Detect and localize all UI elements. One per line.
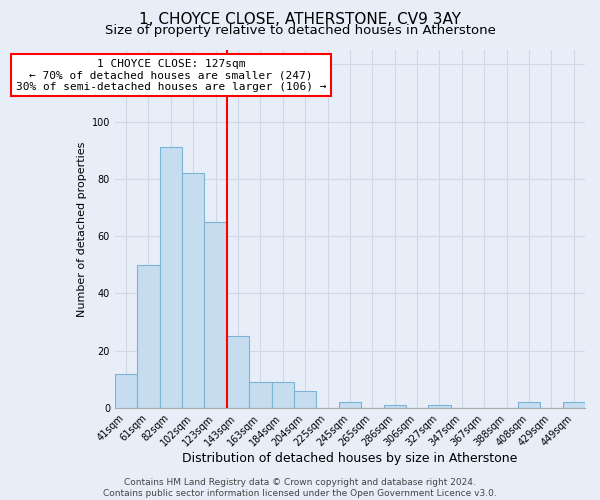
- Text: Contains HM Land Registry data © Crown copyright and database right 2024.
Contai: Contains HM Land Registry data © Crown c…: [103, 478, 497, 498]
- X-axis label: Distribution of detached houses by size in Atherstone: Distribution of detached houses by size …: [182, 452, 518, 465]
- Bar: [563, 402, 585, 408]
- Bar: [518, 402, 540, 408]
- Bar: [249, 382, 272, 408]
- Bar: [115, 374, 137, 408]
- Y-axis label: Number of detached properties: Number of detached properties: [77, 142, 88, 316]
- Text: 1, CHOYCE CLOSE, ATHERSTONE, CV9 3AY: 1, CHOYCE CLOSE, ATHERSTONE, CV9 3AY: [139, 12, 461, 28]
- Bar: [428, 405, 451, 408]
- Text: 1 CHOYCE CLOSE: 127sqm
← 70% of detached houses are smaller (247)
30% of semi-de: 1 CHOYCE CLOSE: 127sqm ← 70% of detached…: [16, 58, 326, 92]
- Bar: [137, 265, 160, 408]
- Bar: [272, 382, 294, 408]
- Bar: [383, 405, 406, 408]
- Bar: [182, 173, 205, 408]
- Bar: [294, 391, 316, 408]
- Text: Size of property relative to detached houses in Atherstone: Size of property relative to detached ho…: [104, 24, 496, 37]
- Bar: [160, 148, 182, 408]
- Bar: [227, 336, 249, 408]
- Bar: [205, 222, 227, 408]
- Bar: [339, 402, 361, 408]
